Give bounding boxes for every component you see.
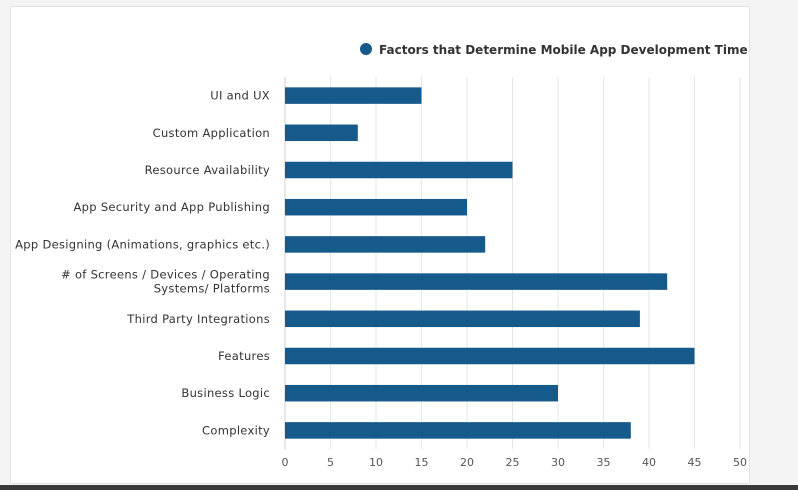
x-tick-label: 10 <box>369 456 383 469</box>
x-tick-label: 40 <box>642 456 656 469</box>
category-label: # of Screens / Devices / Operating System… <box>61 268 270 296</box>
x-tick-label: 0 <box>282 456 289 469</box>
category-label: App Security and App Publishing <box>74 200 271 214</box>
bar[interactable] <box>285 422 631 439</box>
category-label: Features <box>218 349 270 363</box>
category-label: Complexity <box>202 423 270 437</box>
x-tick-label: 45 <box>688 456 702 469</box>
legend-label[interactable]: Factors that Determine Mobile App Develo… <box>379 43 748 57</box>
x-tick-label: 35 <box>597 456 611 469</box>
category-label: Business Logic <box>181 386 270 400</box>
bar[interactable] <box>285 236 486 253</box>
category-label: Custom Application <box>153 126 270 140</box>
x-tick-label: 15 <box>415 456 429 469</box>
bars-group <box>285 87 695 439</box>
category-label: Third Party Integrations <box>126 312 270 326</box>
bar[interactable] <box>285 347 695 365</box>
x-tick-label: 50 <box>733 456 747 469</box>
category-labels: UI and UX Custom Application Resource Avai… <box>15 89 270 438</box>
category-label: Resource Availability <box>145 163 270 177</box>
x-tick-label: 5 <box>327 456 334 469</box>
category-label: UI and UX <box>210 89 270 103</box>
bar[interactable] <box>285 198 467 216</box>
bar[interactable] <box>285 310 640 328</box>
x-tick-label: 20 <box>460 456 474 469</box>
legend-marker <box>360 43 372 55</box>
bar[interactable] <box>285 87 422 104</box>
x-tick-labels: 0 5 10 15 20 25 30 35 40 45 50 <box>282 456 748 469</box>
bar[interactable] <box>285 124 358 142</box>
bar[interactable] <box>285 273 668 290</box>
bar[interactable] <box>285 384 558 402</box>
x-tick-label: 25 <box>506 456 520 469</box>
bottom-scroll-bar <box>0 485 798 490</box>
bar[interactable] <box>285 161 513 179</box>
category-label: App Designing (Animations, graphics etc.… <box>15 237 270 251</box>
x-tick-label: 30 <box>551 456 565 469</box>
legend[interactable]: Factors that Determine Mobile App Develo… <box>360 43 748 57</box>
